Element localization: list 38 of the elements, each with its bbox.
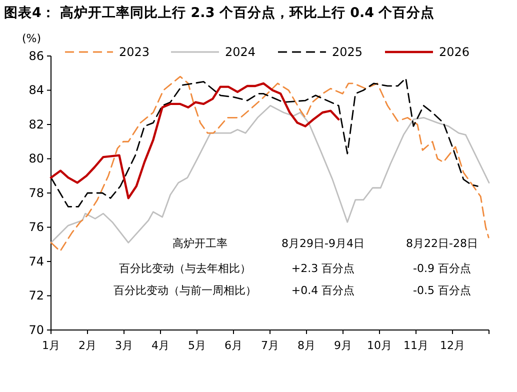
legend-label: 2025	[332, 45, 363, 59]
x-tick-label: 2月	[78, 339, 96, 352]
y-tick-label: 84	[28, 83, 44, 98]
x-tick-label: 9月	[334, 339, 352, 352]
y-tick-label: 76	[28, 220, 44, 234]
y-tick-label: 70	[28, 322, 44, 337]
annotation: +0.4 百分点	[291, 284, 355, 297]
x-tick-label: 4月	[152, 339, 170, 352]
annotation: 8月29日-9月4日	[282, 237, 364, 250]
y-tick-label: 80	[28, 152, 44, 166]
y-tick-label: 86	[28, 48, 44, 63]
y-tick-label: 74	[28, 254, 44, 268]
x-tick-label: 6月	[224, 339, 242, 352]
line-series	[50, 82, 340, 200]
x-tick-label: 5月	[188, 339, 206, 352]
x-tick-label: 11月	[404, 339, 428, 352]
annotation: +2.3 百分点	[291, 262, 355, 275]
y-tick-label: 82	[28, 117, 44, 132]
annotation: 百分比变动（与去年相比）	[119, 262, 251, 275]
y-tick-label: 78	[28, 186, 44, 200]
legend-label: 2024	[225, 45, 256, 59]
line-series	[50, 76, 490, 252]
x-tick-label: 3月	[115, 339, 133, 352]
x-tick-label: 1月	[42, 339, 60, 352]
x-tick-label: 7月	[261, 339, 279, 352]
x-tick-label: 12月	[440, 339, 465, 352]
annotation: -0.5 百分点	[413, 284, 471, 297]
annotation: 高炉开工率	[172, 237, 228, 250]
legend-label: 2026	[439, 45, 470, 59]
annotation: 百分比变动（与前一周相比）	[114, 284, 256, 297]
y-axis-title: (%)	[22, 32, 42, 45]
x-tick-label: 8月	[298, 339, 316, 352]
legend-label: 2023	[119, 45, 150, 59]
annotation: 8月22日-28日	[406, 237, 478, 250]
x-tick-label: 10月	[367, 339, 392, 352]
annotation: -0.9 百分点	[413, 262, 471, 275]
chart-title: 图表4： 高炉开工率同比上行 2.3 个百分点，环比上行 0.4 个百分点	[4, 4, 435, 21]
y-tick-label: 72	[28, 288, 44, 303]
